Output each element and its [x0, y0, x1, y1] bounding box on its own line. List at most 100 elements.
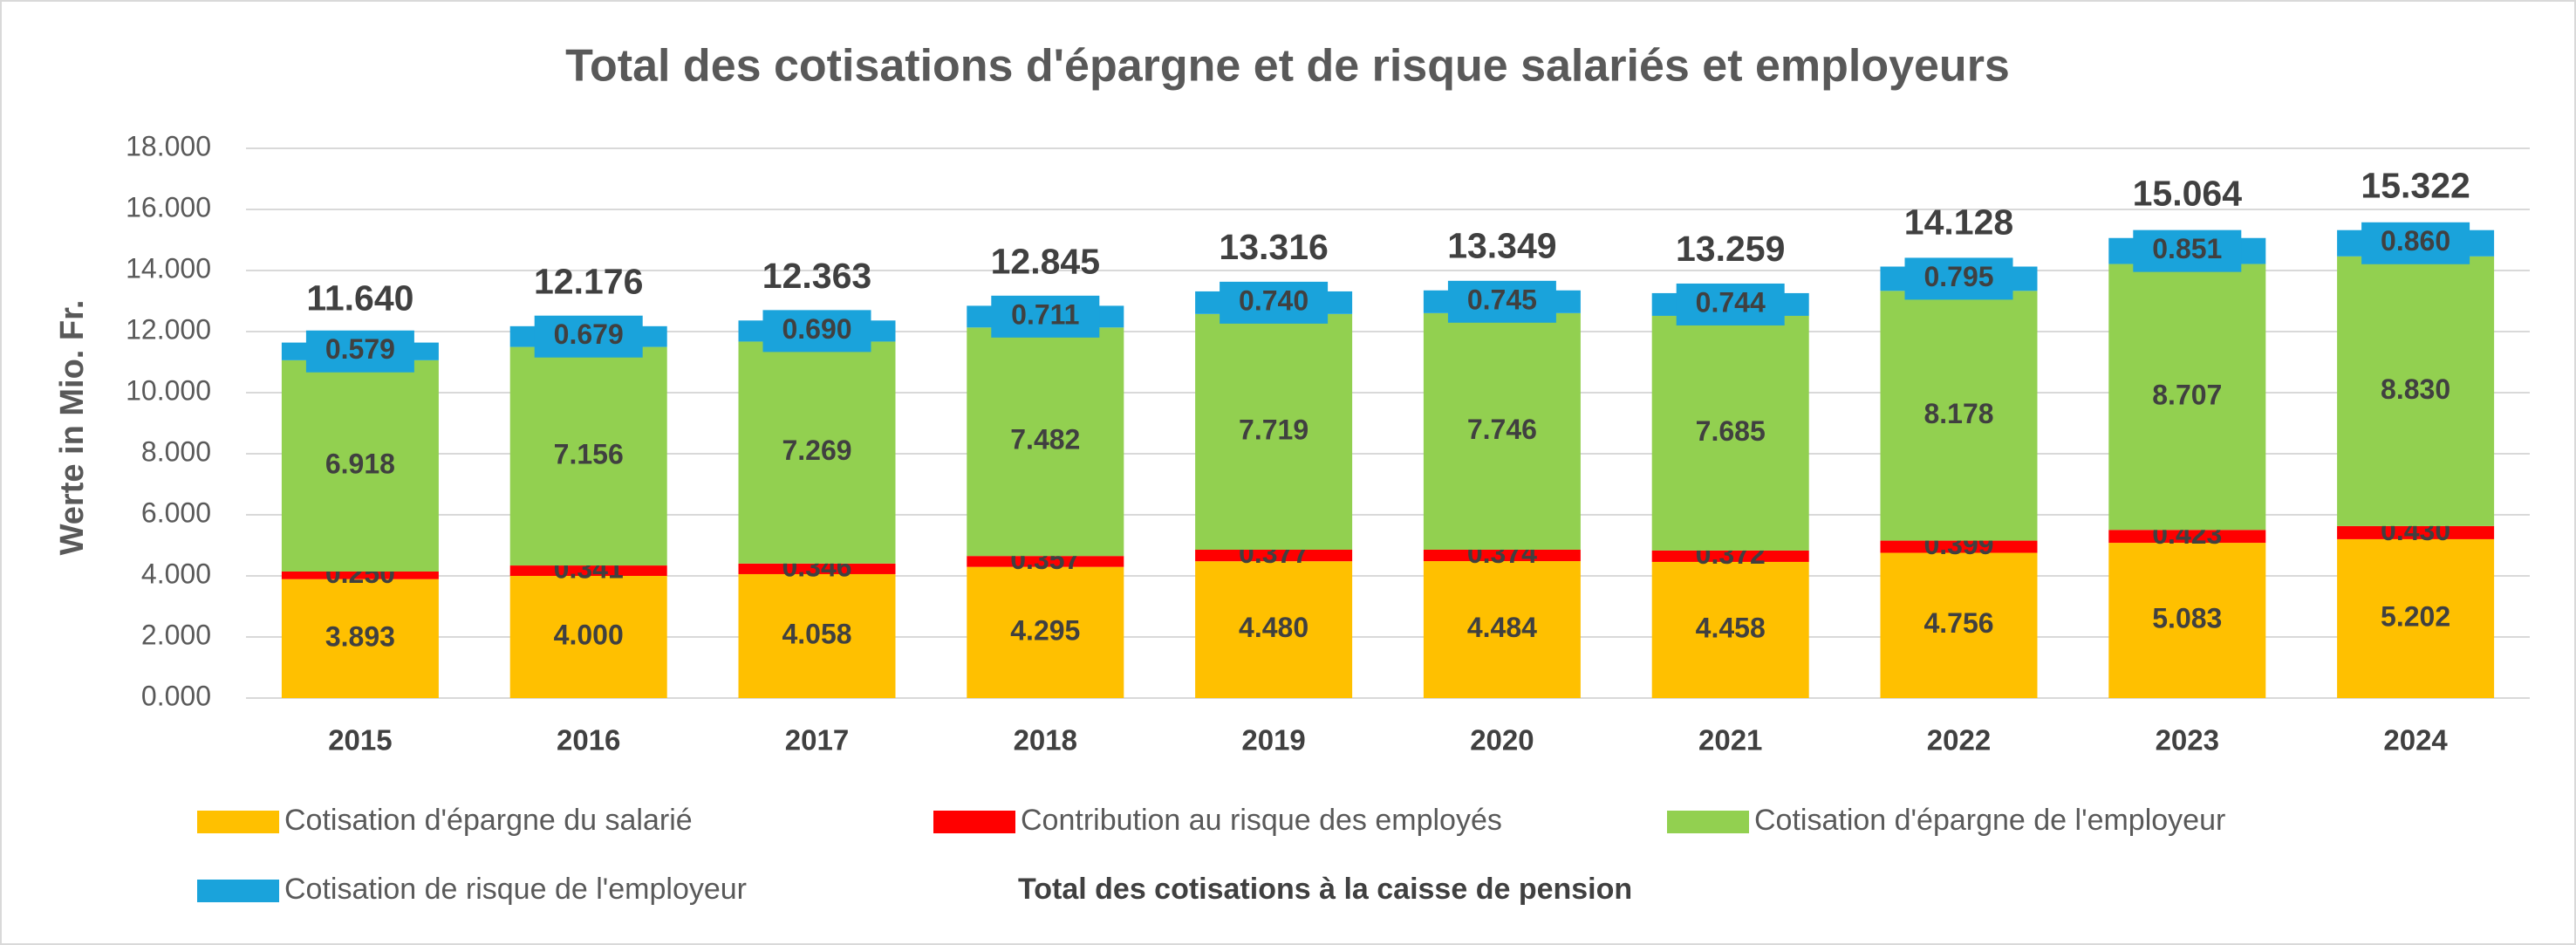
data-label: 4.458: [1696, 612, 1766, 643]
data-label: 4.756: [1923, 607, 1993, 639]
data-label: 0.740: [1239, 284, 1308, 316]
x-tick-label: 2022: [1927, 724, 1991, 757]
data-label: 4.000: [554, 619, 624, 650]
data-label: 7.719: [1239, 414, 1308, 445]
y-tick-label: 18.000: [126, 130, 211, 161]
bar-segment: [2337, 256, 2495, 526]
bar-segment: [281, 579, 439, 698]
data-label: 7.685: [1696, 415, 1766, 447]
total-label: 12.845: [991, 241, 1100, 281]
label-box: [1447, 280, 1556, 323]
label-box: [2361, 222, 2470, 264]
label-box: [2133, 229, 2242, 272]
bar-segment: [2337, 538, 2495, 698]
bar-segment: [2108, 530, 2266, 544]
bar-segment: [967, 556, 1124, 567]
bar-segment: [1423, 561, 1581, 698]
bar-segment: [1195, 313, 1353, 551]
data-label: 7.746: [1467, 414, 1537, 445]
bar-segment: [1880, 291, 2038, 541]
legend-label: Total des cotisations à la caisse de pen…: [1018, 873, 1632, 906]
legend-label: Contribution au risque des employés: [1021, 804, 1502, 837]
data-label: 7.482: [1010, 424, 1080, 455]
bar-segment: [509, 565, 667, 576]
bar-segment: [1880, 552, 2038, 698]
x-tick-label: 2015: [328, 724, 392, 757]
x-tick-label: 2024: [2383, 724, 2448, 757]
data-label: 7.156: [554, 438, 624, 469]
x-tick-label: 2017: [785, 724, 849, 757]
bar-segment: [1880, 540, 2038, 553]
total-label: 12.176: [534, 262, 643, 302]
data-label: 6.918: [325, 448, 395, 479]
legend-label: Cotisation de risque de l'employeur: [284, 873, 747, 906]
data-label: 8.830: [2381, 373, 2450, 405]
legend-marker: [197, 811, 279, 833]
label-box: [1904, 257, 2013, 300]
data-label: 4.295: [1010, 614, 1080, 646]
data-label: 0.795: [1923, 261, 1993, 292]
bar-segment: [1195, 561, 1353, 698]
data-label: 0.690: [782, 313, 851, 345]
data-label: 4.480: [1239, 612, 1308, 643]
total-label: 15.064: [2133, 174, 2243, 214]
bar-segment: [2108, 264, 2266, 531]
data-label: 8.178: [1923, 398, 1993, 429]
data-label: 5.202: [2381, 600, 2450, 632]
data-label: 0.745: [1467, 284, 1537, 315]
data-label: 3.893: [325, 620, 395, 652]
bar-segment: [738, 573, 896, 698]
label-box: [762, 310, 871, 353]
y-tick-label: 16.000: [126, 191, 211, 223]
bar-segment: [509, 346, 667, 566]
x-tick-label: 2020: [1470, 724, 1534, 757]
data-label: 0.860: [2381, 225, 2450, 257]
data-label: 0.579: [325, 333, 395, 365]
bar-segment: [1423, 312, 1581, 550]
data-label: 4.058: [782, 618, 851, 649]
data-label: 7.269: [782, 435, 851, 466]
total-label: 13.316: [1219, 227, 1328, 267]
y-tick-label: 2.000: [141, 619, 211, 650]
x-tick-label: 2021: [1698, 724, 1762, 757]
y-tick-label: 0.000: [141, 680, 211, 711]
bar-segment: [1195, 550, 1353, 562]
bar-segment: [281, 360, 439, 572]
label-box: [1220, 281, 1329, 324]
total-label: 15.322: [2361, 166, 2470, 206]
bar-segment: [281, 571, 439, 579]
bar-segment: [1651, 561, 1809, 698]
legend-marker: [1667, 811, 1749, 833]
x-tick-label: 2018: [1014, 724, 1077, 757]
x-tick-label: 2023: [2156, 724, 2219, 757]
total-label: 14.128: [1904, 202, 2013, 242]
y-tick-label: 6.000: [141, 496, 211, 528]
bar-segment: [509, 576, 667, 698]
data-label: 4.484: [1467, 612, 1537, 643]
data-label: 0.851: [2152, 233, 2222, 264]
bar-segment: [2108, 543, 2266, 698]
bar-segment: [738, 341, 896, 564]
bar-segment: [1651, 315, 1809, 551]
label-box: [305, 330, 414, 373]
y-tick-label: 10.000: [126, 374, 211, 406]
bar-segment: [967, 566, 1124, 698]
bar-segment: [2337, 525, 2495, 539]
legend-label: Cotisation d'épargne du salarié: [284, 804, 693, 837]
total-label: 11.640: [306, 277, 413, 318]
bar-segment: [1651, 550, 1809, 562]
bar-segment: [1423, 549, 1581, 562]
data-label: 8.707: [2152, 379, 2222, 410]
label-box: [1676, 283, 1785, 325]
total-label: 13.259: [1676, 229, 1785, 269]
total-label: 13.349: [1447, 226, 1556, 266]
y-tick-label: 12.000: [126, 313, 211, 345]
data-label: 0.744: [1696, 286, 1766, 318]
total-label: 12.363: [762, 256, 871, 296]
y-tick-label: 14.000: [126, 252, 211, 284]
x-tick-label: 2016: [557, 724, 620, 757]
legend-label: Cotisation d'épargne de l'employeur: [1754, 804, 2225, 837]
y-tick-label: 4.000: [141, 558, 211, 589]
